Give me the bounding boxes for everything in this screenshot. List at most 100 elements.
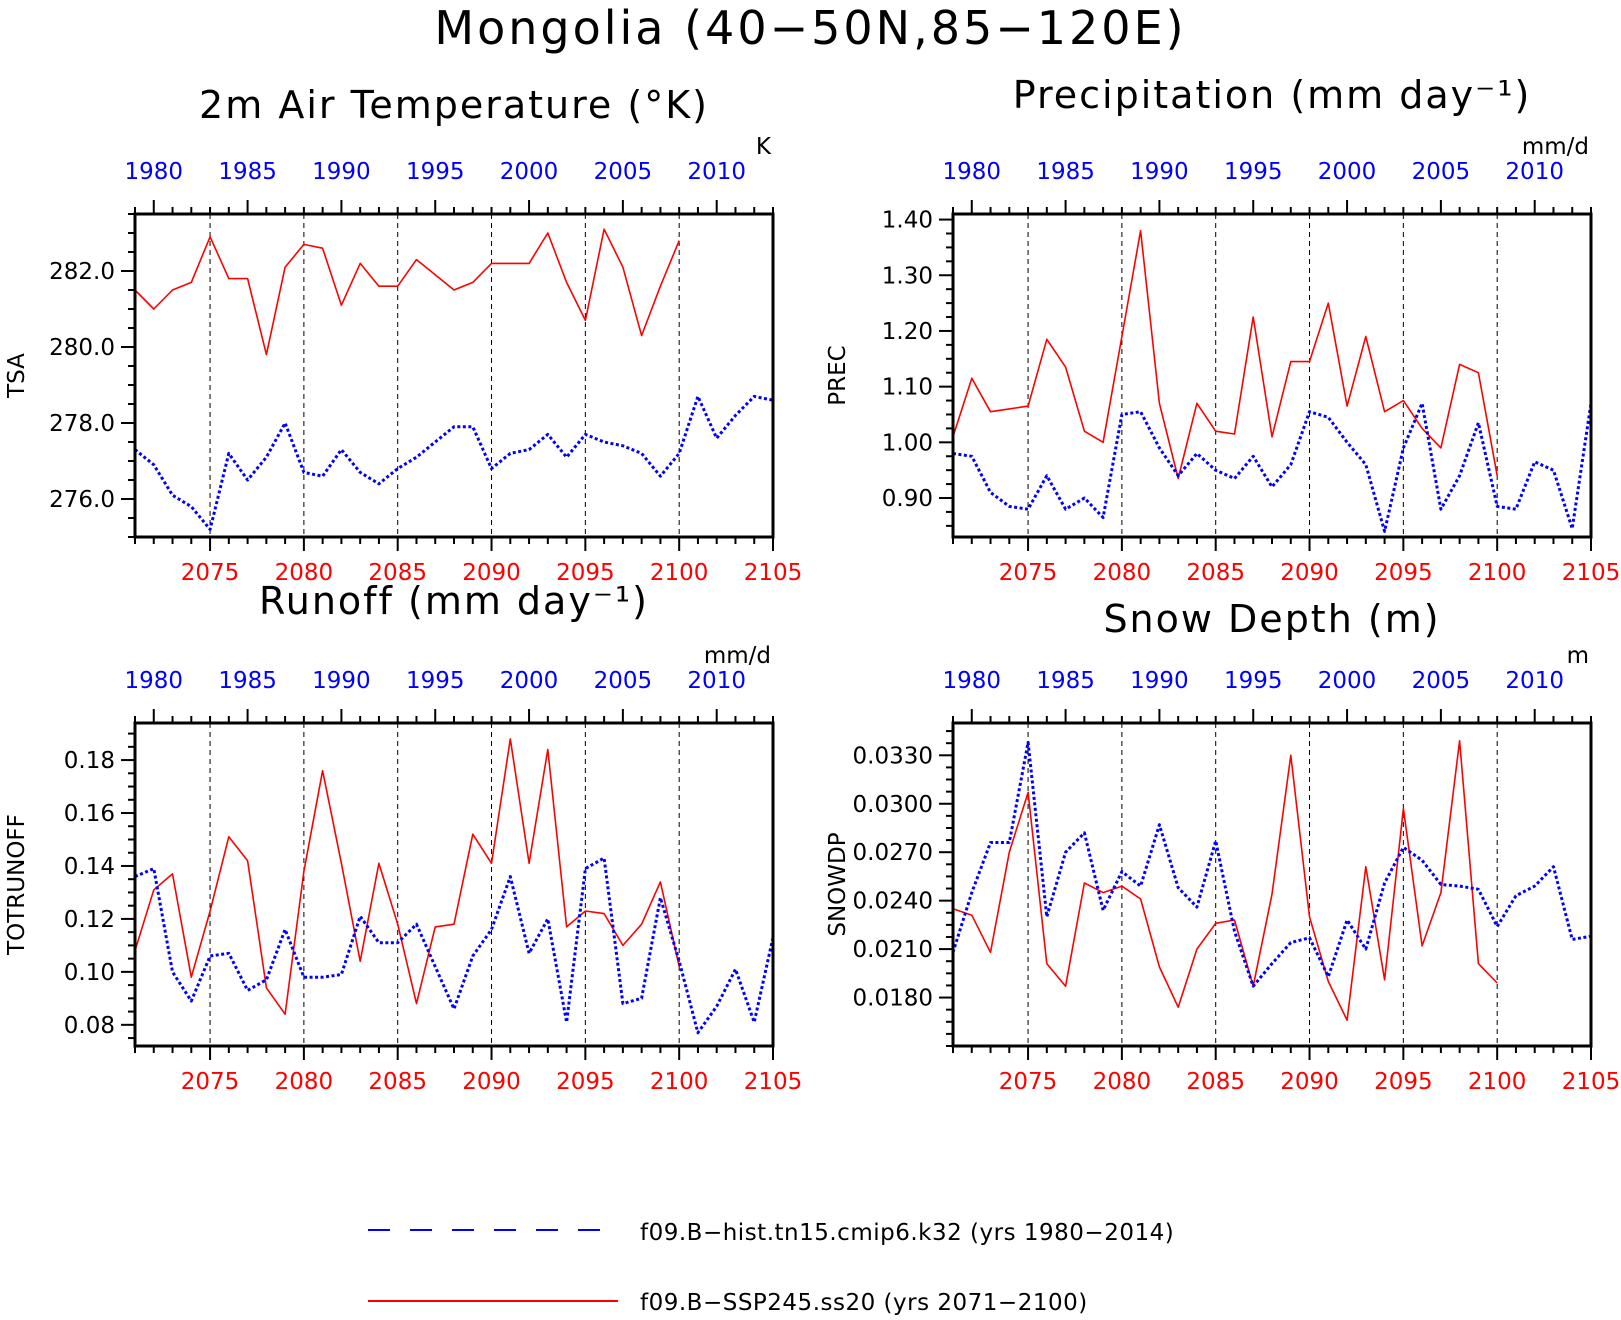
x-tick-label-bottom: 2100 <box>650 560 709 586</box>
x-tick-label-top: 1990 <box>312 668 371 694</box>
series-line-hist <box>951 740 1592 988</box>
x-tick-label-bottom: 2085 <box>1186 560 1245 586</box>
y-tick-label: 0.16 <box>64 801 115 827</box>
figure-title: Mongolia (40−50N,85−120E) <box>434 1 1187 55</box>
x-tick-label-bottom: 2095 <box>1374 1069 1433 1095</box>
x-tick-label-bottom: 2095 <box>556 560 615 586</box>
legend-ssp-label: f09.B−SSP245.ss20 (yrs 2071−2100) <box>640 1290 1088 1316</box>
x-tick-label-top: 2000 <box>500 159 559 185</box>
unit-label: m <box>1567 643 1589 669</box>
panel-tsa: 2m Air Temperature (°K) K 2075 2080 2085 2090… <box>4 83 802 586</box>
x-tick-label-bottom: 2100 <box>650 1069 709 1095</box>
y-axis-label: PREC <box>825 345 851 405</box>
x-tick-label-top: 1980 <box>942 159 1001 185</box>
panel-totrunoff: Runoff (mm day⁻¹) mm/d 2075 2080 2085 2090 209… <box>4 579 802 1095</box>
y-tick-label: 0.18 <box>64 748 115 774</box>
x-tick-label-top: 2010 <box>1505 668 1564 694</box>
y-tick-label: 276.0 <box>49 487 115 513</box>
x-tick-label-bottom: 2090 <box>462 1069 521 1095</box>
x-tick-label-bottom: 2100 <box>1468 560 1527 586</box>
y-tick-label: 0.0240 <box>853 889 933 915</box>
y-axis-label: TOTRUNOFF <box>4 814 30 956</box>
y-tick-label: 0.0180 <box>853 986 933 1012</box>
x-tick-label-bottom: 2095 <box>1374 560 1433 586</box>
y-tick-label: 0.10 <box>64 960 115 986</box>
x-tick-label-bottom: 2090 <box>1280 560 1339 586</box>
series-line-hist <box>134 394 774 531</box>
x-tick-label-top: 1985 <box>1036 668 1095 694</box>
x-tick-label-top: 1990 <box>1130 668 1189 694</box>
y-tick-label: 280.0 <box>49 335 115 361</box>
y-tick-label: 0.0210 <box>853 937 933 963</box>
x-tick-label-bottom: 2105 <box>1562 1069 1621 1095</box>
x-tick-label-top: 1980 <box>124 668 183 694</box>
x-tick-label-bottom: 2080 <box>275 560 334 586</box>
x-tick-label-top: 1985 <box>218 159 277 185</box>
legend-hist-label: f09.B−hist.tn15.cmip6.k32 (yrs 1980−2014… <box>640 1220 1175 1246</box>
x-tick-label-bottom: 2080 <box>275 1069 334 1095</box>
panel-snowdp: Snow Depth (m) m 2075 2080 2085 2090 2095 2100 2… <box>825 597 1620 1095</box>
x-tick-label-bottom: 2085 <box>368 1069 427 1095</box>
x-tick-label-top: 2005 <box>594 159 653 185</box>
series-line-ssp <box>134 738 680 1016</box>
unit-label: mm/d <box>1522 134 1589 160</box>
x-tick-label-bottom: 2085 <box>1186 1069 1245 1095</box>
y-tick-label: 1.00 <box>882 430 933 456</box>
x-tick-label-top: 2010 <box>1505 159 1564 185</box>
panel-title: Runoff (mm day⁻¹) <box>259 579 649 623</box>
x-tick-label-bottom: 2080 <box>1093 560 1152 586</box>
x-tick-label-top: 2010 <box>687 159 746 185</box>
x-tick-label-top: 2005 <box>594 668 653 694</box>
x-tick-label-top: 2010 <box>687 668 746 694</box>
plot-frame <box>951 721 1593 1048</box>
x-tick-label-top: 1995 <box>1224 668 1283 694</box>
series-line-hist <box>134 856 775 1035</box>
x-tick-label-bottom: 2090 <box>1280 1069 1339 1095</box>
x-tick-label-top: 1995 <box>406 668 465 694</box>
y-tick-label: 0.90 <box>882 486 933 512</box>
x-tick-label-bottom: 2075 <box>999 560 1058 586</box>
x-tick-label-bottom: 2085 <box>368 560 427 586</box>
y-tick-label: 0.0270 <box>853 840 933 866</box>
panel-title: Precipitation (mm day⁻¹) <box>1013 73 1532 117</box>
series-line-ssp <box>952 229 1498 480</box>
x-tick-label-bottom: 2105 <box>1562 560 1621 586</box>
y-tick-label: 1.20 <box>882 319 933 345</box>
y-axis-label: TSA <box>4 353 30 399</box>
x-tick-label-top: 2000 <box>1318 668 1377 694</box>
series-line-ssp <box>952 739 1498 1022</box>
x-tick-label-top: 1980 <box>942 668 1001 694</box>
panel-prec: Precipitation (mm day⁻¹) mm/d 2075 2080 2085… <box>825 73 1620 586</box>
x-tick-label-top: 1995 <box>406 159 465 185</box>
plot-frame <box>133 721 775 1048</box>
x-tick-label-bottom: 2080 <box>1093 1069 1152 1095</box>
panel-title: Snow Depth (m) <box>1103 597 1440 641</box>
panel-title: 2m Air Temperature (°K) <box>199 83 709 127</box>
x-tick-label-bottom: 2105 <box>744 560 803 586</box>
unit-label: mm/d <box>704 643 771 669</box>
y-tick-label: 1.30 <box>882 263 933 289</box>
x-tick-label-top: 1985 <box>1036 159 1095 185</box>
x-tick-label-top: 2000 <box>500 668 559 694</box>
series-line-ssp <box>134 228 680 356</box>
plot-frame <box>133 212 775 539</box>
y-tick-label: 1.40 <box>882 208 933 234</box>
x-tick-label-bottom: 2075 <box>181 1069 240 1095</box>
y-tick-label: 0.0330 <box>853 743 933 769</box>
y-tick-label: 282.0 <box>49 259 115 285</box>
series-line-hist <box>952 401 1593 533</box>
x-tick-label-top: 1990 <box>1130 159 1189 185</box>
y-axis-label: SNOWDP <box>825 832 851 936</box>
x-tick-label-bottom: 2075 <box>181 560 240 586</box>
y-tick-label: 0.08 <box>64 1013 115 1039</box>
x-tick-label-bottom: 2105 <box>744 1069 803 1095</box>
x-tick-label-top: 1980 <box>124 159 183 185</box>
y-tick-label: 0.14 <box>64 854 115 880</box>
x-tick-label-top: 1985 <box>218 668 277 694</box>
x-tick-label-bottom: 2100 <box>1468 1069 1527 1095</box>
y-tick-label: 0.0300 <box>853 792 933 818</box>
x-tick-label-bottom: 2090 <box>462 560 521 586</box>
y-tick-label: 0.12 <box>64 907 115 933</box>
x-tick-label-bottom: 2075 <box>999 1069 1058 1095</box>
